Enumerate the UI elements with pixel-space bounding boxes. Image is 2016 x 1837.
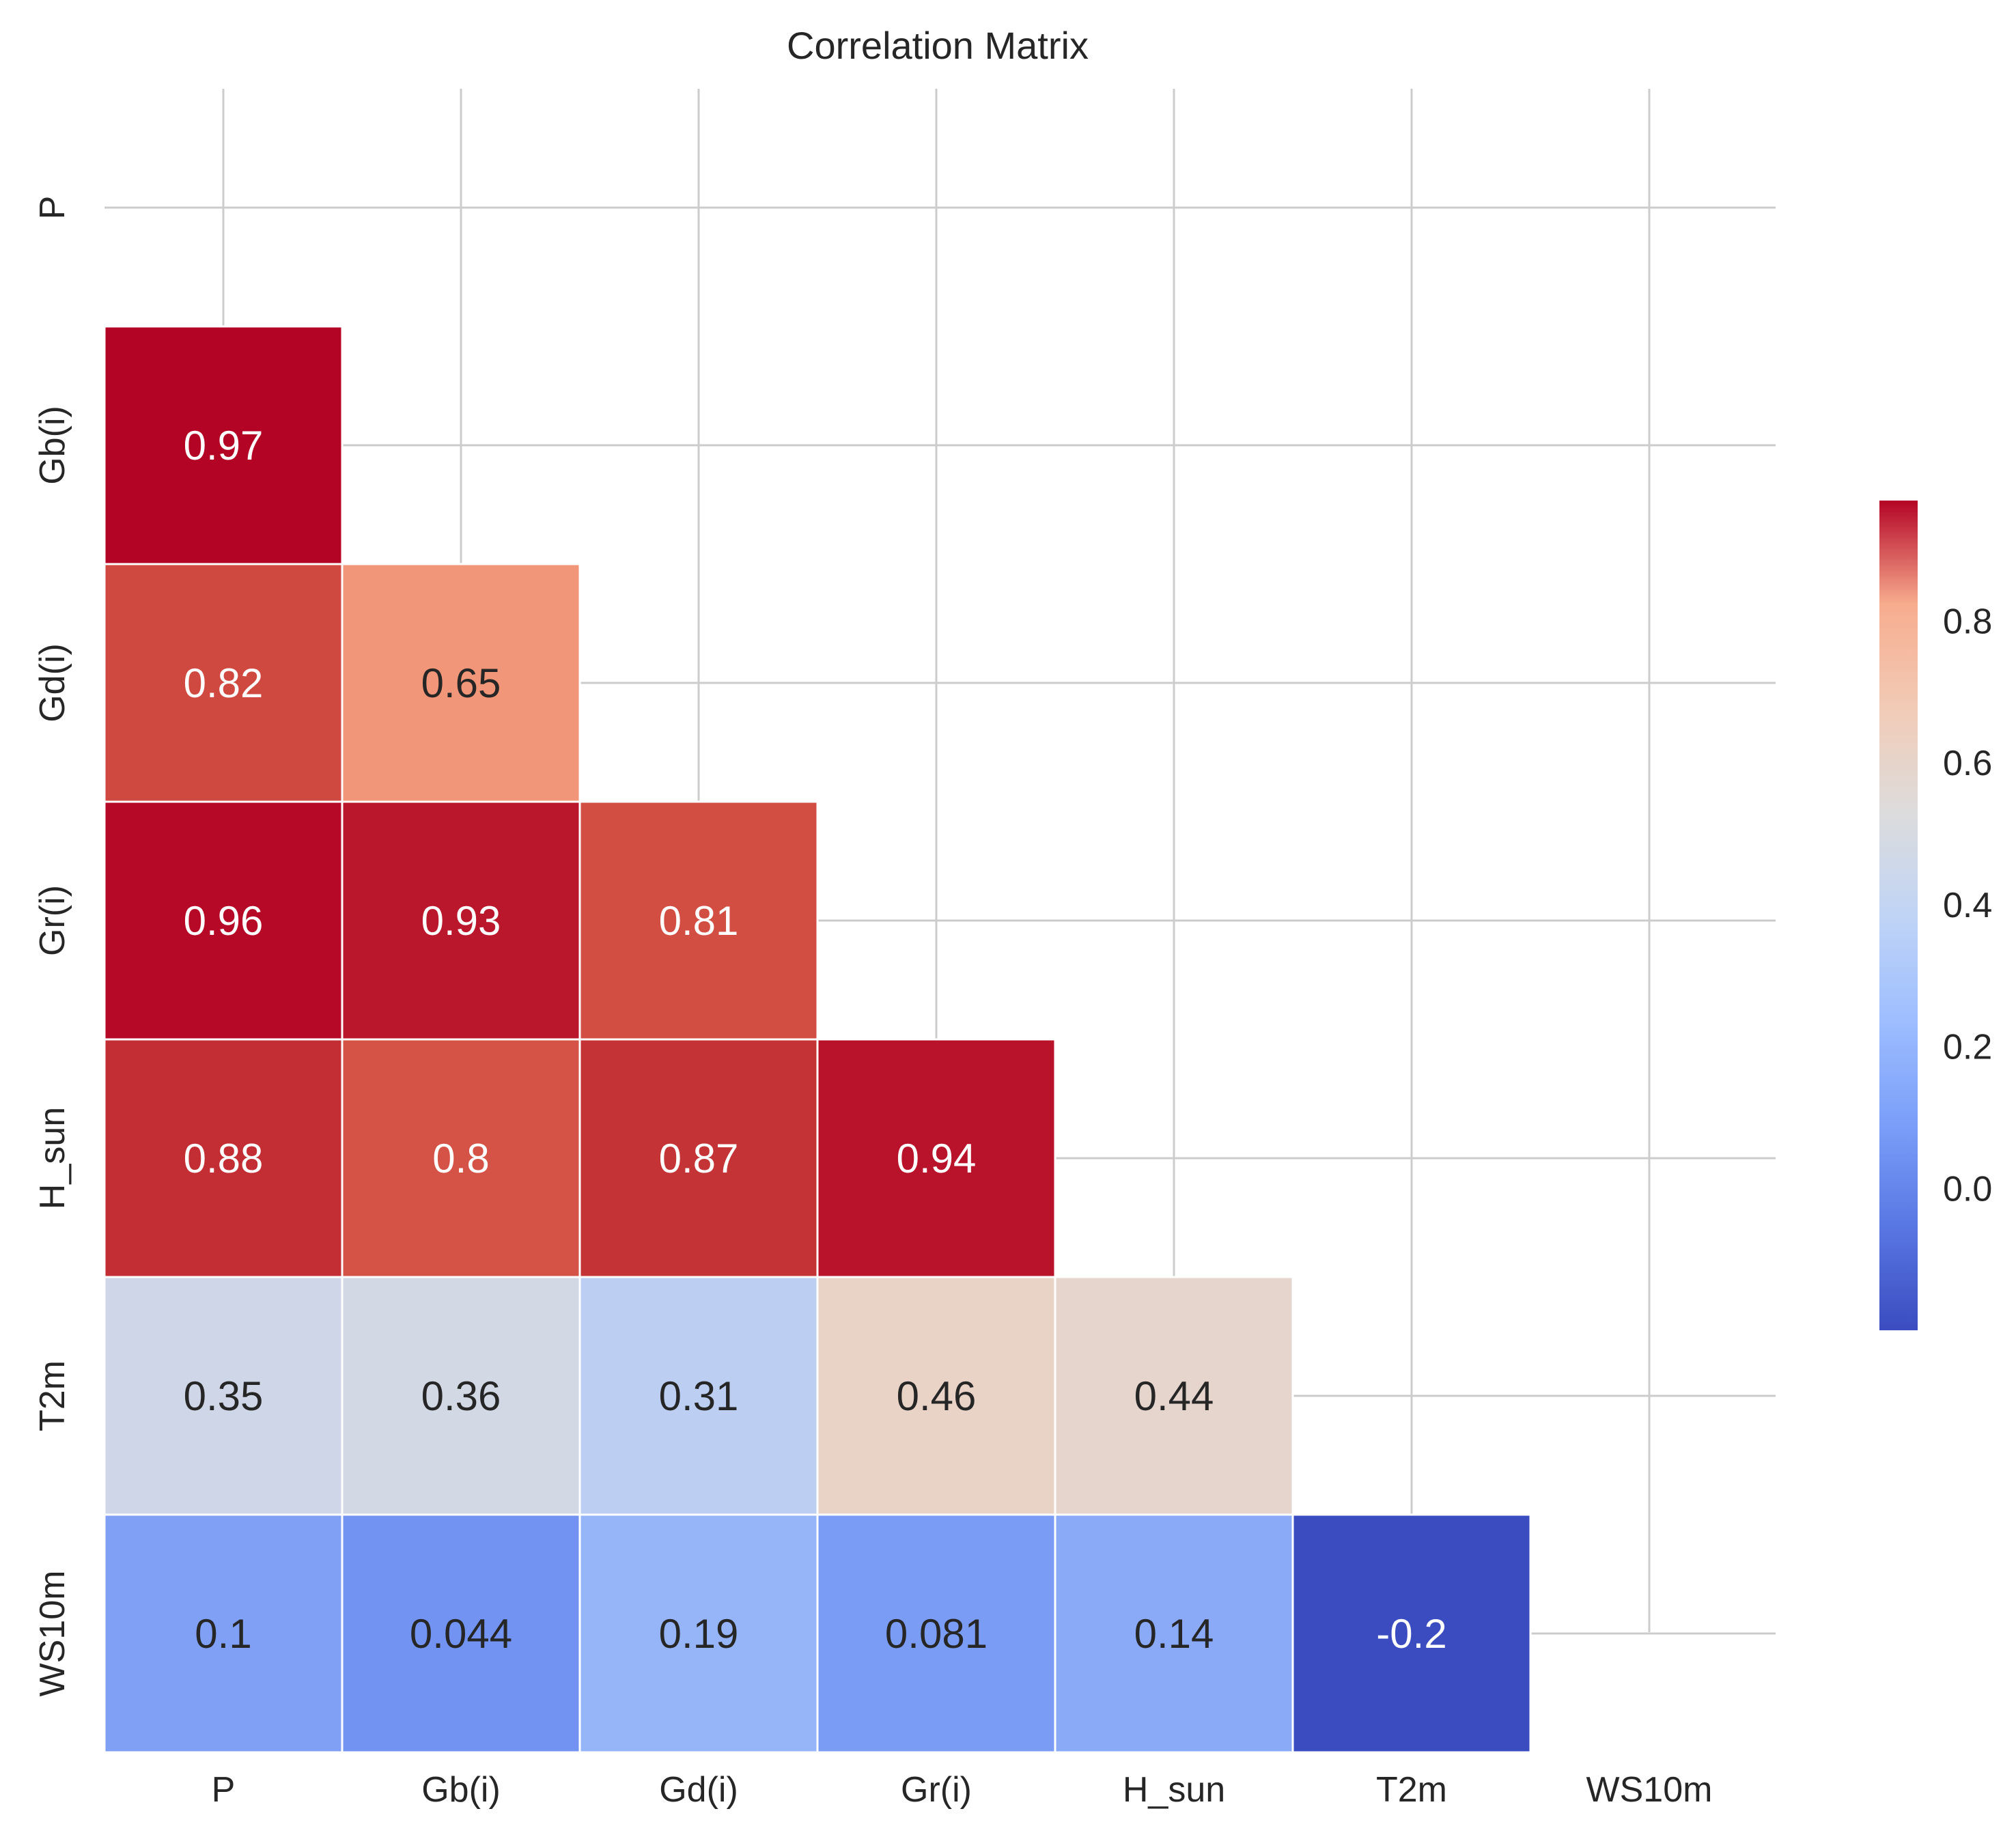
cell-value-label: 0.97 — [184, 423, 264, 468]
heatmap-cell — [1054, 1513, 1294, 1754]
heatmap-cell — [341, 1038, 581, 1278]
chart-title: Correlation Matrix — [787, 24, 1089, 67]
colorbar-gradient — [1879, 501, 1918, 1330]
cell-value-label: 0.65 — [421, 660, 501, 706]
y-tick-label: T2m — [33, 1360, 72, 1431]
y-tick-label: Gb(i) — [33, 406, 72, 485]
x-tick-label: Gr(i) — [901, 1770, 972, 1810]
cell-value-label: 0.96 — [184, 898, 264, 944]
cell-value-label: 0.94 — [897, 1136, 977, 1181]
x-tick-label: Gd(i) — [659, 1770, 738, 1810]
heatmap-cell — [578, 1038, 819, 1278]
cell-value-label: 0.044 — [410, 1611, 512, 1657]
heatmap-cell — [341, 563, 581, 803]
cell-value-label: 0.8 — [432, 1136, 489, 1181]
cell-value-label: 0.081 — [885, 1611, 988, 1657]
colorbar-tick-labels: 0.0 0.2 0.4 0.6 0.8 — [1943, 602, 1992, 1209]
heatmap-cell-labels: 0.97 0.82 0.65 0.96 0.93 0.81 0.88 0.8 0.87 0.94 0… — [184, 423, 1447, 1657]
colorbar: 0.0 0.2 0.4 0.6 0.8 — [1879, 501, 1992, 1330]
x-tick-label: P — [212, 1770, 236, 1810]
x-tick-label: WS10m — [1586, 1770, 1713, 1810]
cell-value-label: 0.87 — [659, 1136, 739, 1181]
x-tick-label: H_sun — [1123, 1770, 1225, 1810]
cell-value-label: 0.46 — [897, 1373, 977, 1419]
cell-value-label: 0.93 — [421, 898, 501, 944]
x-axis-tick-labels: P Gb(i) Gd(i) Gr(i) H_sun T2m WS10m — [212, 1770, 1713, 1810]
cell-value-label: 0.36 — [421, 1373, 501, 1419]
heatmap-cell — [1054, 1276, 1294, 1516]
colorbar-tick-label: 0.2 — [1943, 1028, 1992, 1067]
y-tick-label: WS10m — [33, 1571, 72, 1697]
colorbar-tick-label: 0.4 — [1943, 886, 1992, 925]
cell-value-label: 0.19 — [659, 1611, 739, 1657]
y-axis-tick-labels: P Gb(i) Gd(i) Gr(i) H_sun T2m WS10m — [33, 196, 72, 1697]
cell-value-label: 0.81 — [659, 898, 739, 944]
cell-value-label: 0.14 — [1134, 1611, 1214, 1657]
heatmap-cell — [578, 1513, 819, 1754]
x-tick-label: Gb(i) — [421, 1770, 501, 1810]
cell-value-label: -0.2 — [1376, 1611, 1446, 1657]
y-tick-label: Gd(i) — [33, 643, 72, 723]
y-tick-label: Gr(i) — [33, 885, 72, 956]
heatmap-cell — [103, 1038, 344, 1278]
colorbar-tick-label: 0.8 — [1943, 602, 1992, 642]
heatmap-cell — [341, 800, 581, 1041]
heatmap-cell — [1291, 1513, 1532, 1754]
cell-value-label: 0.82 — [184, 660, 264, 706]
y-tick-label: H_sun — [33, 1107, 72, 1209]
heatmap-cell — [341, 1513, 581, 1754]
heatmap-cells — [103, 325, 1532, 1754]
heatmap-cell — [103, 1276, 344, 1516]
heatmap-cell — [103, 325, 344, 565]
cell-value-label: 0.35 — [184, 1373, 264, 1419]
cell-value-label: 0.31 — [659, 1373, 739, 1419]
colorbar-tick-label: 0.0 — [1943, 1169, 1992, 1209]
heatmap-cell — [816, 1513, 1056, 1754]
cell-value-label: 0.44 — [1134, 1373, 1214, 1419]
y-tick-label: P — [33, 196, 72, 220]
x-tick-label: T2m — [1376, 1770, 1447, 1810]
heatmap-cell — [578, 800, 819, 1041]
colorbar-tick-label: 0.6 — [1943, 744, 1992, 783]
heatmap-cell — [103, 1513, 344, 1754]
heatmap-cell — [816, 1038, 1056, 1278]
heatmap-cell — [341, 1276, 581, 1516]
cell-value-label: 0.1 — [195, 1611, 251, 1657]
cell-value-label: 0.88 — [184, 1136, 264, 1181]
